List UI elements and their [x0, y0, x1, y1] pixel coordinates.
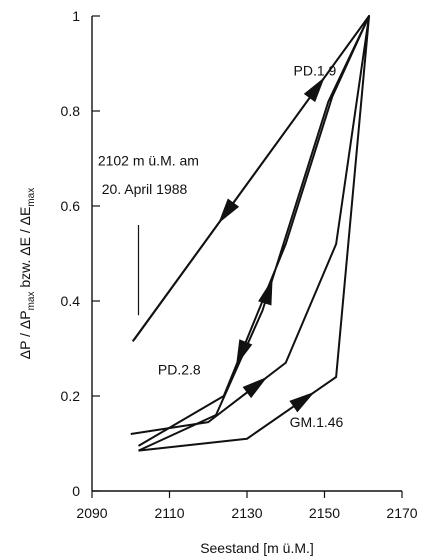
- annotation-label: 20. April 1988: [102, 181, 188, 197]
- series-line-gm-1-46: [130, 15, 371, 452]
- y-axis-label-subscript: max: [26, 292, 37, 311]
- direction-arrows: [218, 76, 325, 413]
- annotations: PD.1.9 2102 m ü.M. am 20. April 1988 PD.2.8…: [98, 62, 344, 430]
- arrow-pd-1-9: [303, 76, 325, 103]
- arrow-pd-1-9: [218, 198, 240, 224]
- y-axis-label-part: bzw. ΔE / ΔE: [17, 207, 33, 292]
- y-tick-label: 0.8: [61, 103, 81, 119]
- arrow-pd-2-8: [236, 339, 253, 366]
- arrow-pd-2-8: [258, 278, 273, 306]
- y-tick-label: 0.4: [61, 293, 81, 309]
- annotation-label: GM.1.46: [290, 414, 344, 430]
- series-line-pd-1-9: [131, 15, 371, 342]
- ticks: 2090 2110 2130 2150 2170 0 0.2 0.4 0.6 0.8 1: [61, 8, 418, 521]
- x-tick-label: 2170: [386, 505, 417, 521]
- x-tick-label: 2150: [309, 505, 340, 521]
- y-tick-label: 1: [72, 8, 80, 24]
- annotation-label: PD.2.8: [158, 362, 201, 378]
- y-tick-label: 0.6: [61, 198, 81, 214]
- x-tick-label: 2110: [154, 505, 184, 521]
- y-tick-label: 0.2: [61, 388, 81, 404]
- x-tick-label: 2130: [231, 505, 262, 521]
- arrow-gm-1-46: [289, 391, 315, 413]
- x-tick-label: 2090: [76, 505, 107, 521]
- annotation-label: PD.1.9: [294, 62, 337, 78]
- annotation-label: 2102 m ü.M. am: [98, 153, 199, 169]
- y-tick-label: 0: [72, 483, 80, 499]
- arrow-gm-1-46: [242, 376, 268, 399]
- y-axis-label-subscript: max: [26, 188, 37, 207]
- x-axis-label: Seestand [m ü.M.]: [200, 540, 314, 556]
- y-axis-label: ΔP / ΔPmax bzw. ΔE / ΔEmax: [17, 188, 37, 359]
- y-axis-label-part: ΔP / ΔP: [17, 310, 33, 359]
